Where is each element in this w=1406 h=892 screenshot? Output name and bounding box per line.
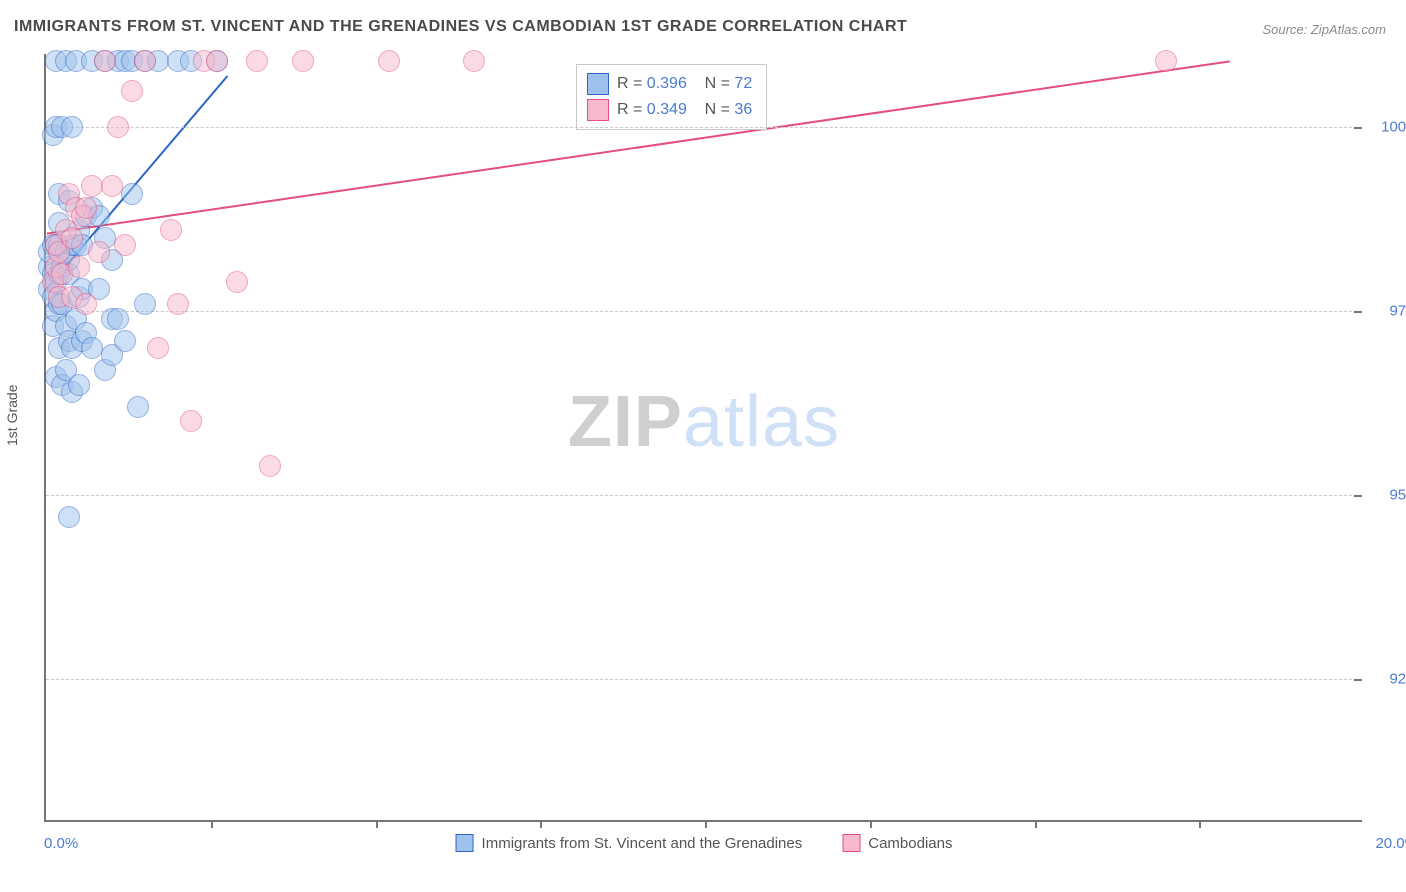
data-point	[61, 227, 83, 249]
y-axis-title: 1st Grade	[4, 385, 20, 446]
value-R-series1: 0.396	[647, 75, 687, 92]
ytick-label: 95.0%	[1372, 486, 1406, 503]
label-R: R =	[617, 75, 642, 92]
data-point	[114, 330, 136, 352]
data-point	[88, 241, 110, 263]
data-point	[114, 234, 136, 256]
data-point	[101, 175, 123, 197]
ytick	[1354, 127, 1362, 129]
chart-title: IMMIGRANTS FROM ST. VINCENT AND THE GREN…	[14, 18, 907, 36]
legend-label-series2: Cambodians	[868, 835, 952, 852]
gridline-h	[46, 495, 1362, 496]
data-point	[68, 374, 90, 396]
data-point	[180, 410, 202, 432]
swatch-series2	[587, 99, 609, 121]
data-point	[167, 293, 189, 315]
x-axis-max-label: 20.0%	[1375, 835, 1406, 852]
data-point	[292, 50, 314, 72]
data-point	[94, 50, 116, 72]
watermark: ZIPatlas	[568, 381, 840, 463]
legend-item-series1: Immigrants from St. Vincent and the Gren…	[456, 834, 803, 852]
label-N: N =	[705, 101, 730, 118]
value-N-series2: 36	[734, 101, 752, 118]
label-R: R =	[617, 101, 642, 118]
watermark-atlas: atlas	[683, 382, 840, 462]
swatch-series1	[456, 834, 474, 852]
ytick-label: 97.5%	[1372, 303, 1406, 320]
data-point	[246, 50, 268, 72]
ytick	[1354, 495, 1362, 497]
data-point	[121, 183, 143, 205]
xtick	[870, 820, 872, 828]
data-point	[463, 50, 485, 72]
ytick	[1354, 311, 1362, 313]
data-point	[107, 308, 129, 330]
data-point	[81, 337, 103, 359]
value-N-series1: 72	[734, 75, 752, 92]
data-point	[147, 337, 169, 359]
swatch-series2	[842, 834, 860, 852]
stats-row-series1: R = 0.396 N = 72	[587, 71, 752, 97]
data-point	[259, 455, 281, 477]
xtick	[376, 820, 378, 828]
data-point	[107, 116, 129, 138]
stats-text-series2: R = 0.349 N = 36	[617, 101, 752, 119]
xtick	[705, 820, 707, 828]
series-legend: Immigrants from St. Vincent and the Gren…	[456, 834, 953, 852]
swatch-series1	[587, 73, 609, 95]
gridline-h	[46, 311, 1362, 312]
correlation-stats-box: R = 0.396 N = 72 R = 0.349 N = 36	[576, 64, 767, 130]
data-point	[226, 271, 248, 293]
ytick-label: 100.0%	[1372, 119, 1406, 136]
label-N: N =	[705, 75, 730, 92]
value-R-series2: 0.349	[647, 101, 687, 118]
gridline-h	[46, 127, 1362, 128]
data-point	[160, 219, 182, 241]
data-point	[61, 116, 83, 138]
x-axis-min-label: 0.0%	[44, 835, 78, 852]
xtick	[1199, 820, 1201, 828]
source-attribution: Source: ZipAtlas.com	[1262, 22, 1386, 37]
source-name: ZipAtlas.com	[1311, 22, 1386, 37]
legend-label-series1: Immigrants from St. Vincent and the Gren…	[482, 835, 803, 852]
xtick	[211, 820, 213, 828]
stats-row-series2: R = 0.349 N = 36	[587, 97, 752, 123]
watermark-zip: ZIP	[568, 382, 683, 462]
data-point	[68, 256, 90, 278]
stats-text-series1: R = 0.396 N = 72	[617, 75, 752, 93]
gridline-h	[46, 679, 1362, 680]
data-point	[58, 506, 80, 528]
data-point	[121, 80, 143, 102]
data-point	[1155, 50, 1177, 72]
data-point	[134, 50, 156, 72]
xtick	[1035, 820, 1037, 828]
data-point	[75, 197, 97, 219]
ytick	[1354, 679, 1362, 681]
xtick	[540, 820, 542, 828]
legend-item-series2: Cambodians	[842, 834, 952, 852]
data-point	[127, 396, 149, 418]
source-prefix: Source:	[1262, 22, 1310, 37]
trend-lines-layer	[46, 54, 1362, 820]
data-point	[378, 50, 400, 72]
data-point	[81, 175, 103, 197]
ytick-label: 92.5%	[1372, 670, 1406, 687]
scatter-plot-area: ZIPatlas R = 0.396 N = 72 R = 0.349 N = …	[44, 54, 1362, 822]
data-point	[206, 50, 228, 72]
data-point	[75, 293, 97, 315]
data-point	[134, 293, 156, 315]
